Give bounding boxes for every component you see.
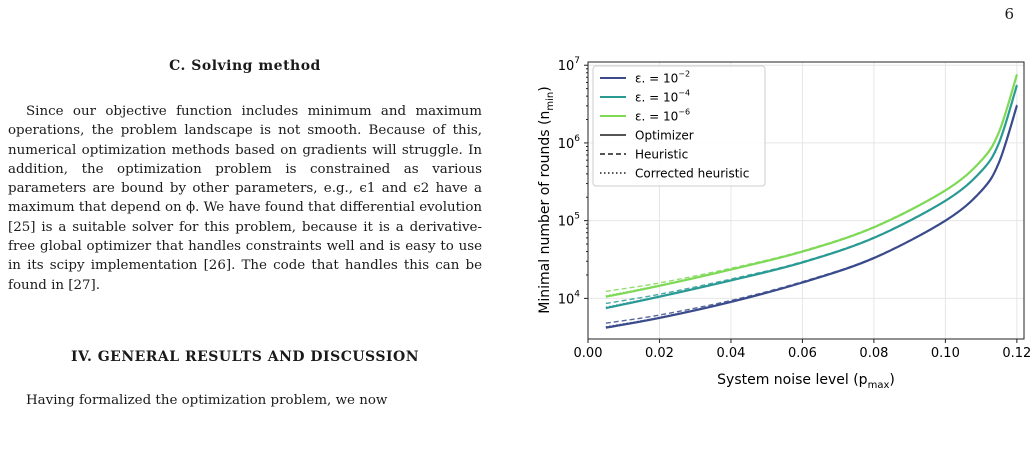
y-tick-label: 106 [558, 134, 581, 152]
x-tick-label: 0.08 [859, 346, 888, 361]
x-tick-label: 0.00 [574, 346, 603, 361]
series-line-heuristic [605, 104, 1018, 324]
legend-label: ε. = 10−6 [635, 108, 690, 124]
x-tick-label: 0.10 [931, 346, 960, 361]
y-tick-label: 105 [558, 212, 580, 230]
text-column: C. Solving method Since our objective fu… [8, 58, 482, 410]
series-line-heuristic [605, 84, 1018, 305]
legend-label: Heuristic [635, 148, 688, 162]
chart-ticks: 0.00 0.02 0.04 0.06 0.08 0.10 0.12 104 105 106 107 [558, 56, 1032, 361]
x-axis-label: System noise level (pmax) [717, 372, 895, 390]
y-axis-label: Minimal number of rounds (nmin) [537, 86, 556, 313]
legend-label: ε. = 10−4 [635, 89, 690, 105]
y-tick-label: 104 [558, 289, 581, 307]
section-heading-solving-method: C. Solving method [169, 58, 321, 74]
legend-label: ε. = 10−2 [635, 70, 690, 86]
x-tick-label: 0.12 [1002, 346, 1030, 361]
x-tick-label: 0.06 [788, 346, 817, 361]
legend-label: Optimizer [635, 129, 694, 143]
legend-label: Corrected heuristic [635, 167, 749, 181]
section-heading-general-results: IV. GENERAL RESULTS AND DISCUSSION [70, 348, 420, 365]
y-tick-label: 107 [558, 56, 580, 74]
paragraph-general-results: Having formalized the optimization probl… [26, 392, 388, 408]
plot-frame [587, 61, 1025, 340]
paragraph-solving-method: Since our objective function includes mi… [8, 104, 482, 293]
chart-legend: ε. = 10−2 ε. = 10−4 ε. = 10−6 Optimizer Heur… [592, 65, 766, 187]
page-number: 6 [1004, 5, 1014, 23]
series-line-heuristic [605, 73, 1018, 293]
x-tick-label: 0.04 [716, 346, 745, 361]
chart-series [605, 73, 1018, 329]
chart: 0.00 0.02 0.04 0.06 0.08 0.10 0.12 104 105 106 107… [537, 56, 1032, 391]
x-tick-label: 0.02 [645, 346, 674, 361]
figure: 0.00 0.02 0.04 0.06 0.08 0.10 0.12 104 105 106 107… [530, 50, 1032, 391]
legend-box [592, 65, 766, 187]
